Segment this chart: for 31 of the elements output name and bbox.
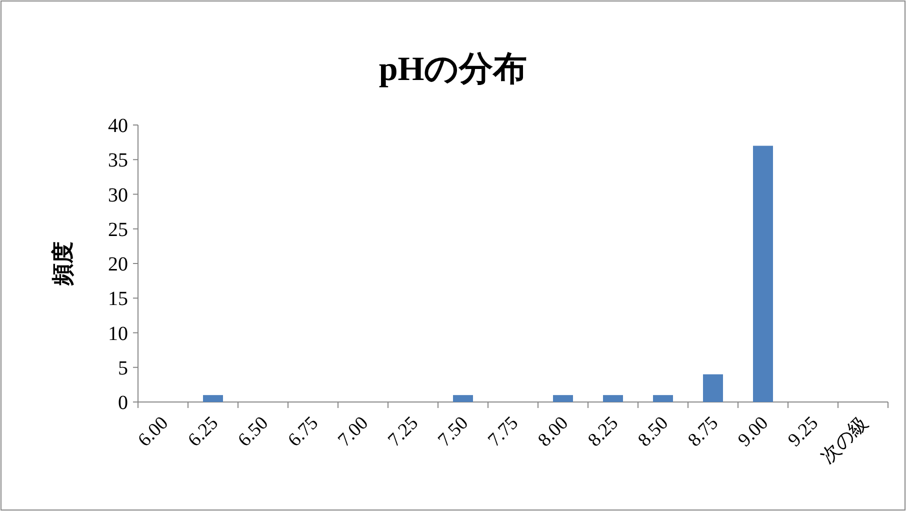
x-tick-label: 6.75 [284, 412, 323, 452]
bar [703, 374, 723, 402]
x-tick-label: 9.00 [734, 412, 773, 452]
x-tick-label: 7.25 [384, 412, 423, 452]
x-tick-label: 8.25 [584, 412, 623, 452]
x-tick-label: 6.25 [184, 412, 223, 452]
bar [603, 395, 623, 402]
x-tick-label: 8.50 [634, 412, 673, 452]
y-tick-label: 25 [108, 218, 128, 241]
y-tick-label: 40 [108, 115, 128, 137]
y-tick-label: 35 [108, 150, 128, 172]
bar [653, 395, 673, 402]
bar [203, 395, 223, 402]
x-tick-label: 7.75 [484, 412, 523, 452]
y-tick-label: 5 [118, 357, 128, 380]
x-tick-label: 7.50 [434, 412, 473, 452]
y-tick-label: 30 [108, 184, 128, 206]
x-tick-label: 6.50 [234, 412, 273, 452]
x-tick-label: 7.00 [334, 412, 373, 452]
y-tick-label: 10 [108, 322, 128, 345]
chart-title: pHの分布 [378, 51, 528, 88]
bar [553, 395, 573, 402]
bar [753, 146, 773, 402]
y-tick-label: 15 [108, 288, 128, 310]
y-tick-label: 20 [108, 254, 128, 276]
x-tick-label: 8.75 [684, 412, 723, 452]
bar [453, 395, 473, 402]
y-axis-title: 頻度 [50, 242, 75, 286]
y-tick-label: 0 [118, 392, 128, 414]
x-tick-label: 8.00 [534, 412, 573, 452]
x-tick-label: 6.00 [134, 412, 173, 452]
